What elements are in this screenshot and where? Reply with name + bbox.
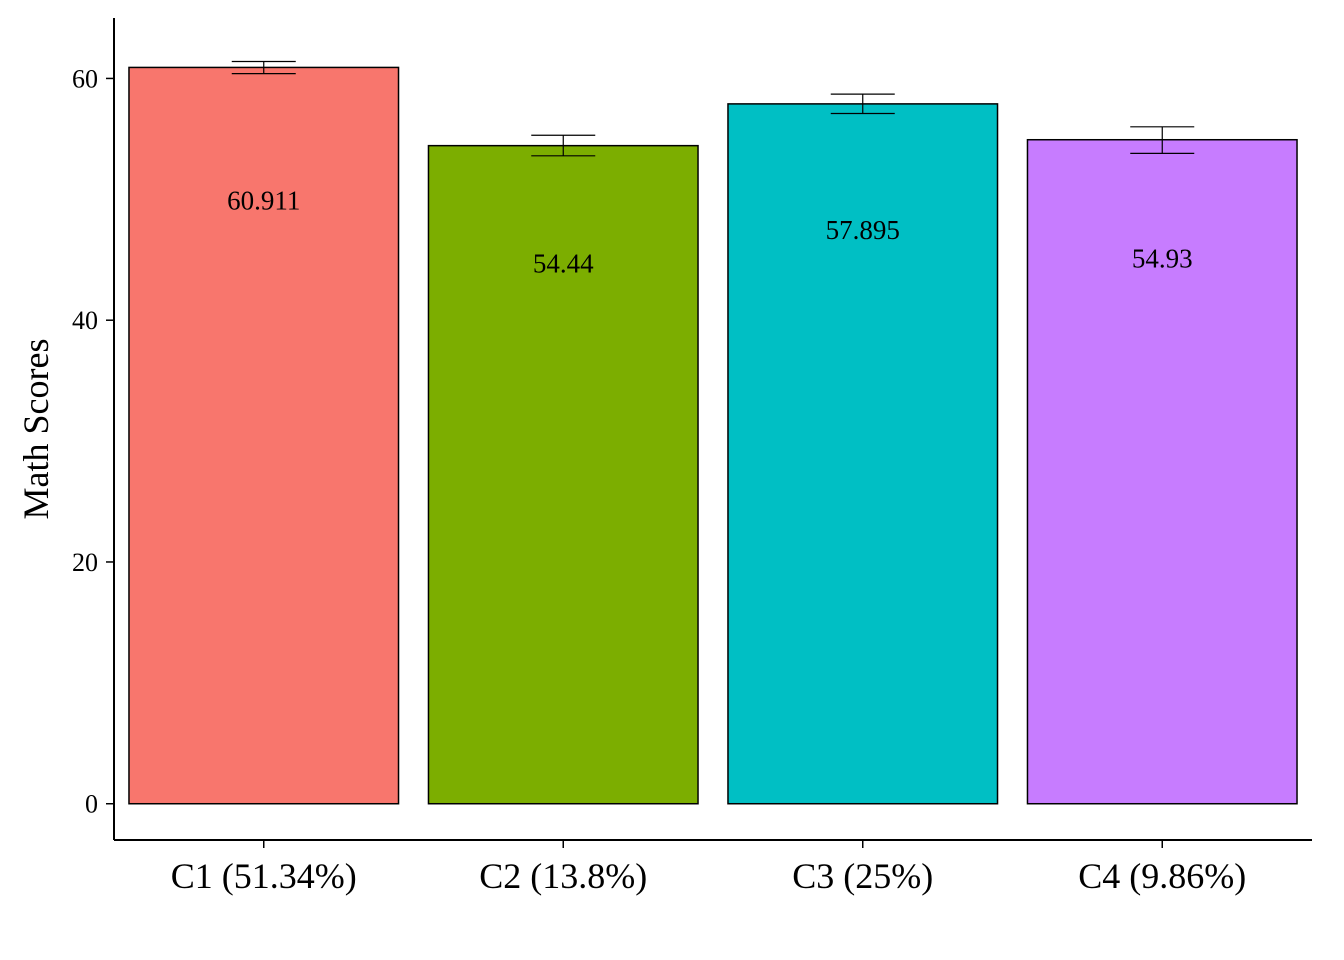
bar-c3 [727,103,999,805]
bar-c2 [427,144,699,805]
x-tick-label-c4: C4 (9.86%) [1078,856,1246,896]
data-labels-layer: 60.911 54.44 57.895 54.93 [227,186,1193,279]
y-ticks-layer: 0 20 40 60 [72,64,114,819]
x-ticks-layer: C1 (51.34%) C2 (13.8%) C3 (25%) C4 (9.86%) [171,840,1246,896]
bar-c4 [1026,138,1298,805]
x-tick-label-c1: C1 (51.34%) [171,856,357,896]
bar-c1 [128,66,400,805]
y-tick-label: 0 [85,790,98,819]
y-tick-label: 20 [72,548,98,577]
x-tick-label-c3: C3 (25%) [792,856,933,896]
axes-layer [113,18,1312,841]
error-bar-c4 [1130,126,1195,154]
data-label-c3: 57.895 [826,215,900,245]
error-bars-layer [231,60,1195,157]
y-tick-label: 60 [72,64,98,93]
error-bar-c2 [531,134,596,157]
data-label-c2: 54.44 [533,248,594,278]
x-tick-label-c2: C2 (13.8%) [479,856,647,896]
bars-layer [128,66,1298,805]
error-bar-c3 [830,93,895,115]
y-tick-label: 40 [72,306,98,335]
data-label-c4: 54.93 [1132,244,1193,274]
data-label-c1: 60.911 [227,186,300,216]
y-axis-title: Math Scores [16,339,56,520]
error-bar-c1 [231,60,296,75]
